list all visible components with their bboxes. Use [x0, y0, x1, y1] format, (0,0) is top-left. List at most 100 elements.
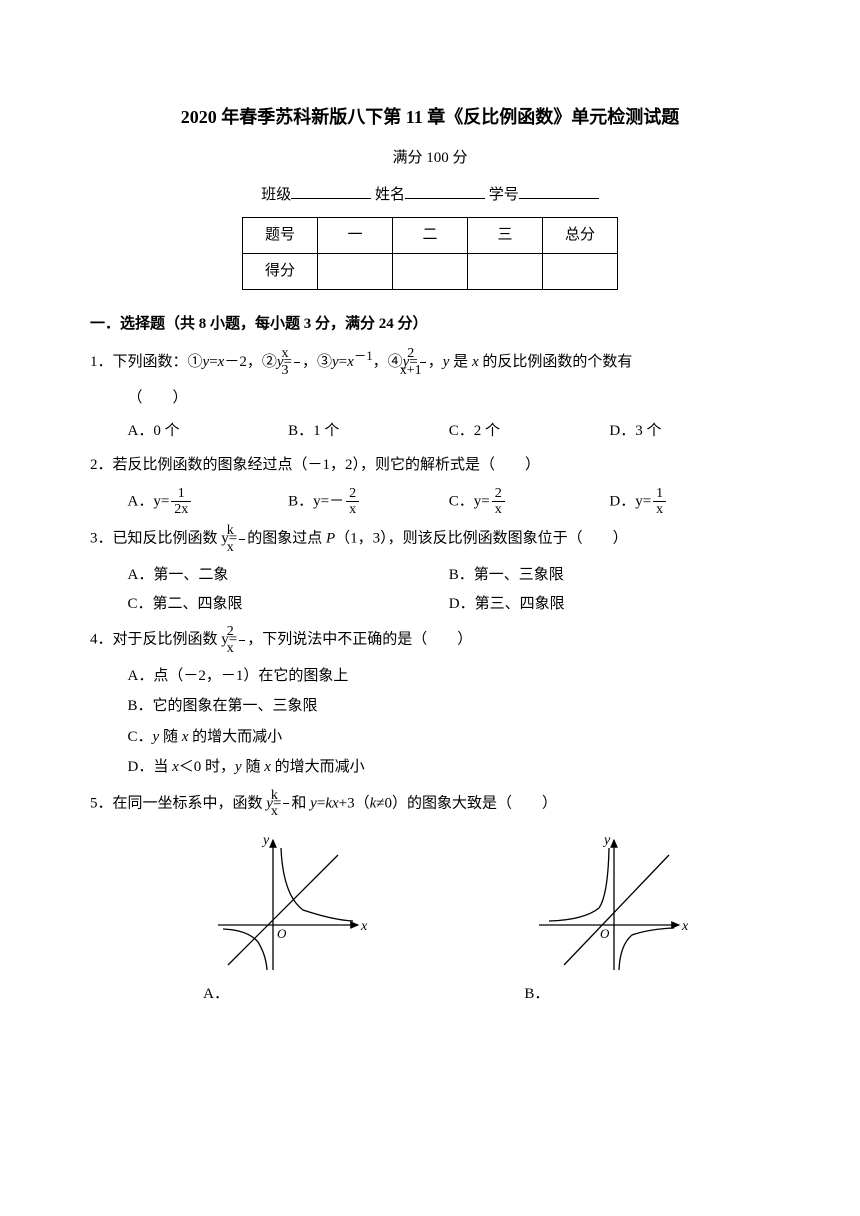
- question-2: 2．若反比例函数的图象经过点（－1，2），则它的解析式是（ ）: [90, 451, 770, 480]
- name-label: 姓名: [375, 187, 405, 203]
- cell[interactable]: [543, 254, 618, 290]
- class-label: 班级: [261, 187, 291, 203]
- table-row: 题号 一 二 三 总分: [243, 218, 618, 254]
- blank-line: （ ）: [90, 384, 770, 413]
- fraction: 2x+1: [420, 346, 426, 378]
- fraction: 1x: [653, 486, 666, 518]
- origin-label: O: [600, 926, 610, 941]
- text: 的反比例函数的个数有: [479, 354, 633, 370]
- text: ＜0 时，: [179, 759, 235, 775]
- options-row: A．y=12x B．y=－2x C．y=2x D．y=1x: [90, 486, 770, 518]
- graph-row: x y O A． x y O: [90, 830, 770, 1009]
- cell: 二: [393, 218, 468, 254]
- fraction: x3: [294, 346, 300, 378]
- text: 的增大而减小: [188, 729, 282, 745]
- option-label: B．: [524, 980, 694, 1009]
- cell: 题号: [243, 218, 318, 254]
- option-a[interactable]: A．点（－2，－1）在它的图象上: [90, 662, 770, 691]
- option-label: A．: [203, 980, 373, 1009]
- cell[interactable]: [393, 254, 468, 290]
- question-5: 5．在同一坐标系中，函数 y=kx和 y=kx+3（k≠0）的图象大致是（ ）: [90, 788, 770, 820]
- coordinate-graph-icon: x y O: [203, 830, 373, 980]
- option-c[interactable]: C．y=2x: [449, 486, 610, 518]
- axis-x-label: x: [681, 919, 689, 934]
- var-y: y: [235, 759, 242, 775]
- text: －2，②: [224, 354, 277, 370]
- number-blank[interactable]: [519, 184, 599, 199]
- text: 5．在同一坐标系中，函数: [90, 795, 266, 811]
- axis-x-label: x: [360, 919, 368, 934]
- text: C．y=: [449, 493, 490, 509]
- var-x: x: [172, 759, 179, 775]
- option-c[interactable]: C．2 个: [449, 417, 610, 446]
- var-y: y: [203, 354, 210, 370]
- text: B．y=: [288, 493, 329, 509]
- fraction: kx: [283, 788, 289, 820]
- cell: 三: [468, 218, 543, 254]
- section-heading: 一．选择题（共 8 小题，每小题 3 分，满分 24 分）: [90, 310, 770, 339]
- options-row: C．第二、四象限 D．第三、四象限: [90, 590, 770, 619]
- text: +3（: [339, 795, 370, 811]
- text: ，下列说法中不正确的是（ ）: [247, 632, 472, 648]
- cell: 得分: [243, 254, 318, 290]
- neg: －: [329, 493, 344, 509]
- option-c[interactable]: C．y 随 x 的增大而减小: [90, 723, 770, 752]
- axis-y-label: y: [261, 833, 270, 848]
- option-d[interactable]: D．3 个: [609, 417, 770, 446]
- text: 和: [291, 795, 310, 811]
- question-3: 3．已知反比例函数 y=kx的图象过点 P（1，3），则该反比例函数图象位于（ …: [90, 523, 770, 555]
- text: ，: [428, 354, 443, 370]
- option-b[interactable]: B．1 个: [288, 417, 449, 446]
- cell[interactable]: [318, 254, 393, 290]
- text: ，③: [302, 354, 332, 370]
- coordinate-graph-icon: x y O: [524, 830, 694, 980]
- text: 3．已知反比例函数: [90, 531, 218, 547]
- text: D．y=: [609, 493, 651, 509]
- score-table: 题号 一 二 三 总分 得分: [242, 217, 618, 290]
- question-4: 4．对于反比例函数 y=2x，下列说法中不正确的是（ ）: [90, 624, 770, 656]
- option-d[interactable]: D．第三、四象限: [449, 590, 770, 619]
- option-d[interactable]: D．当 x＜0 时，y 随 x 的增大而减小: [90, 753, 770, 782]
- var-x: x: [332, 795, 339, 811]
- option-d[interactable]: D．y=1x: [609, 486, 770, 518]
- text: 1．下列函数：①: [90, 354, 203, 370]
- text: 的图象过点: [247, 531, 326, 547]
- text: 随: [159, 729, 182, 745]
- graph-a[interactable]: x y O A．: [203, 830, 373, 1009]
- text: C．: [128, 729, 153, 745]
- text: ，④: [373, 354, 403, 370]
- option-a[interactable]: A．0 个: [128, 417, 289, 446]
- origin-label: O: [277, 926, 287, 941]
- var-x: x: [264, 759, 271, 775]
- var-x: x: [472, 354, 479, 370]
- name-blank[interactable]: [405, 184, 485, 199]
- var-y: y: [332, 354, 339, 370]
- class-blank[interactable]: [291, 184, 371, 199]
- option-b[interactable]: B．它的图象在第一、三象限: [90, 692, 770, 721]
- subtitle: 满分 100 分: [90, 144, 770, 173]
- option-b[interactable]: B．y=－2x: [288, 486, 449, 518]
- text: D．当: [128, 759, 173, 775]
- var-k: k: [325, 795, 332, 811]
- option-c[interactable]: C．第二、四象限: [128, 590, 449, 619]
- option-b[interactable]: B．第一、三象限: [449, 561, 770, 590]
- text: 随: [242, 759, 265, 775]
- text: A．y=: [128, 493, 170, 509]
- axis-y-label: y: [602, 833, 611, 848]
- student-info-line: 班级 姓名 学号: [90, 181, 770, 210]
- var-p: P: [326, 531, 335, 547]
- graph-b[interactable]: x y O B．: [524, 830, 694, 1009]
- fraction: kx: [239, 523, 245, 555]
- document-title: 2020 年春季苏科新版八下第 11 章《反比例函数》单元检测试题: [90, 100, 770, 134]
- fraction: 2x: [346, 486, 359, 518]
- options-row: A．0 个 B．1 个 C．2 个 D．3 个: [90, 417, 770, 446]
- option-a[interactable]: A．第一、二象: [128, 561, 449, 590]
- option-a[interactable]: A．y=12x: [128, 486, 289, 518]
- options-row: A．第一、二象 B．第一、三象限: [90, 561, 770, 590]
- fraction: 2x: [492, 486, 505, 518]
- text: 4．对于反比例函数: [90, 632, 218, 648]
- cell[interactable]: [468, 254, 543, 290]
- text: ≠0）的图象大致是（ ）: [376, 795, 557, 811]
- text: 的增大而减小: [271, 759, 365, 775]
- var-x: x: [347, 354, 354, 370]
